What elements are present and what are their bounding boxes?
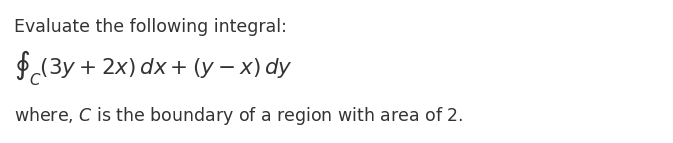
Text: Evaluate the following integral:: Evaluate the following integral: <box>14 18 287 36</box>
Text: $\oint_C(3y + 2x)\,dx + (y - x)\,dy$: $\oint_C(3y + 2x)\,dx + (y - x)\,dy$ <box>14 48 293 88</box>
Text: where, $C$ is the boundary of a region with area of 2.: where, $C$ is the boundary of a region w… <box>14 105 464 127</box>
